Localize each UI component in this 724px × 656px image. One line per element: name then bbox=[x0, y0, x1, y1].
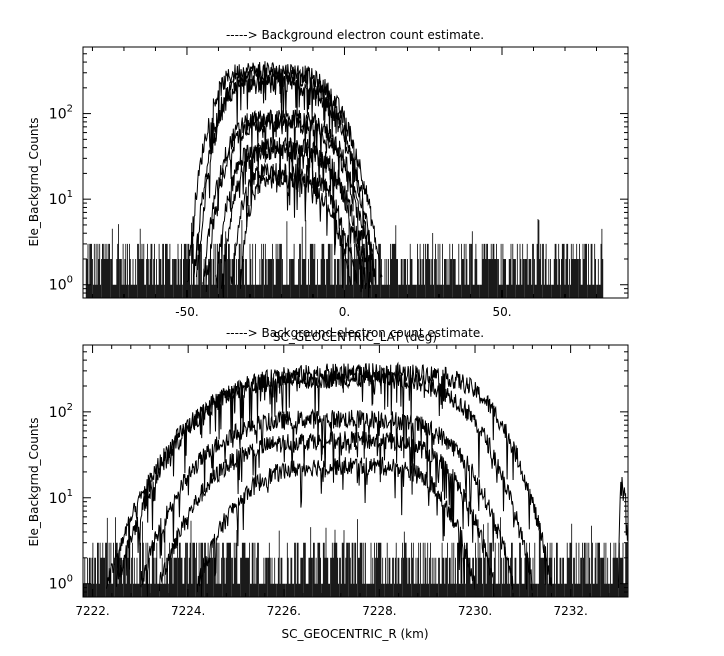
ticks-top: -50. 0. 50. 100 101 102 bbox=[49, 46, 629, 319]
series-trace-9 bbox=[240, 170, 351, 289]
x-tick-label: 7224. bbox=[171, 604, 205, 618]
y-tick-label: 100 bbox=[49, 275, 73, 294]
y-axis-label-top: Ele_Backgrnd_Counts bbox=[27, 118, 41, 247]
x-axis-label-top: SC_GEOCENTRIC_LAT (deg) bbox=[273, 330, 437, 344]
x-axis-label-bottom: SC_GEOCENTRIC_R (km) bbox=[282, 627, 429, 641]
chart-title-bottom: -----> Background electron count estimat… bbox=[226, 326, 484, 340]
y-tick-label: 102 bbox=[49, 402, 73, 421]
series-trace-4 bbox=[159, 431, 495, 598]
series-group-bottom bbox=[82, 361, 628, 598]
x-tick-label: 7230. bbox=[458, 604, 492, 618]
series-trace-6 bbox=[617, 476, 628, 589]
plot-frame-top bbox=[82, 46, 629, 299]
y-tick-label: 102 bbox=[49, 104, 73, 123]
series-trace-7 bbox=[221, 140, 364, 299]
y-tick-label: 101 bbox=[49, 488, 73, 507]
x-tick-label: 7226. bbox=[267, 604, 301, 618]
series-trace-1 bbox=[186, 61, 383, 283]
x-tick-label: -50. bbox=[175, 305, 198, 319]
series-trace-8 bbox=[230, 162, 358, 284]
series-trace-3 bbox=[139, 408, 514, 598]
series-trace-1 bbox=[106, 361, 552, 589]
x-tick-label: 7222. bbox=[75, 604, 109, 618]
x-tick-label: 50. bbox=[492, 305, 511, 319]
noise-floor-trace bbox=[85, 218, 604, 298]
panel-top: -----> Background electron count estimat… bbox=[27, 28, 629, 344]
series-trace-6 bbox=[214, 137, 367, 290]
x-tick-label: 0. bbox=[339, 305, 350, 319]
y-tick-label: 100 bbox=[49, 574, 73, 593]
y-tick-label: 101 bbox=[49, 189, 73, 208]
plot-frame-bottom bbox=[82, 344, 629, 598]
series-group-top bbox=[85, 61, 604, 299]
series-trace-2 bbox=[192, 67, 377, 286]
series-trace-2 bbox=[116, 368, 533, 591]
y-axis-label-bottom: Ele_Backgrnd_Counts bbox=[27, 418, 41, 547]
series-trace-4 bbox=[202, 109, 373, 286]
panel-bottom: -----> Background electron count estimat… bbox=[27, 326, 629, 641]
x-tick-label: 7228. bbox=[362, 604, 396, 618]
series-trace-3 bbox=[195, 73, 377, 284]
ticks-bottom: 7222. 7224. 7226. 7228. 7230. 7232. 100 101 102 bbox=[49, 344, 629, 618]
series-trace-5 bbox=[205, 111, 371, 299]
x-tick-label: 7232. bbox=[553, 604, 587, 618]
chart-title-top: -----> Background electron count estimat… bbox=[226, 28, 484, 42]
series-trace-5 bbox=[197, 456, 476, 598]
